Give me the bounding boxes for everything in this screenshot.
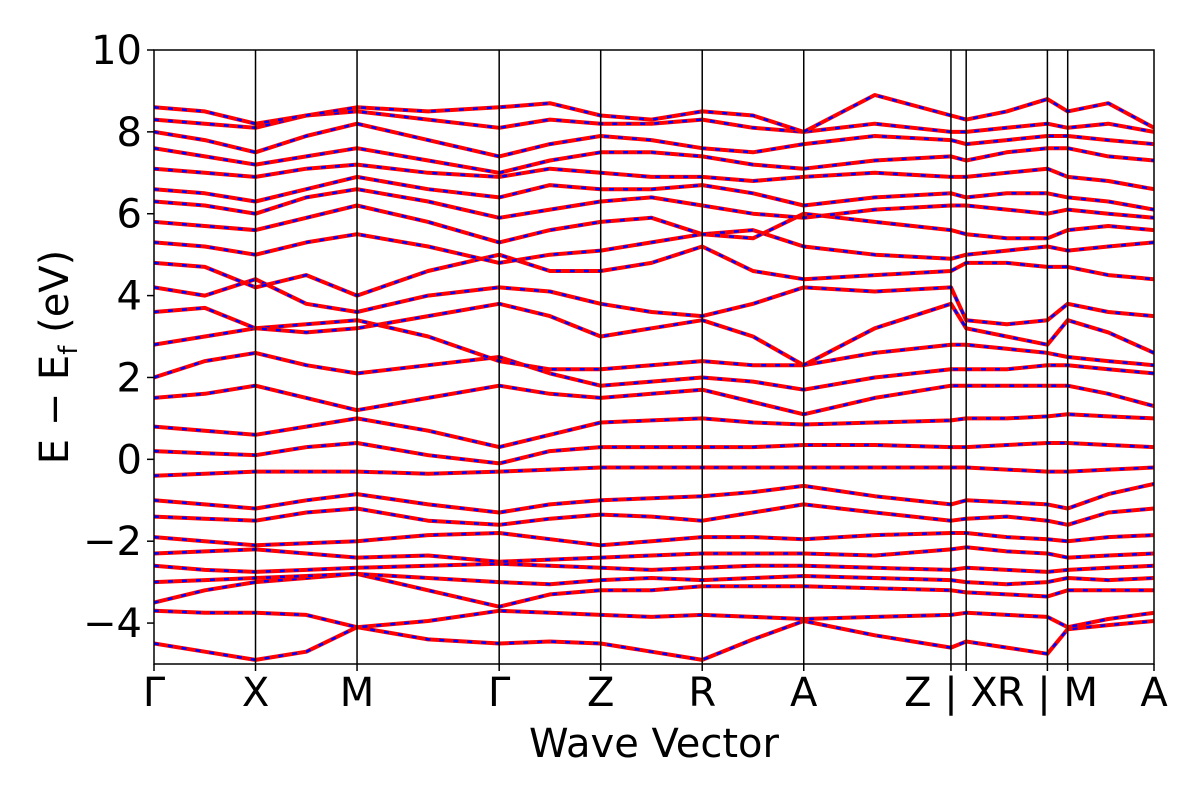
y-tick-label-6: 8 bbox=[117, 110, 142, 156]
band-line-overlay-20 bbox=[154, 187, 1154, 220]
x-tick-label-1: X bbox=[242, 670, 269, 716]
x-tick-label-11: A bbox=[1140, 670, 1168, 716]
y-tick-label-7: 10 bbox=[91, 28, 142, 74]
x-tick-label-5: R bbox=[688, 670, 716, 716]
x-axis-label: Wave Vector bbox=[529, 721, 780, 767]
band-line-overlay-23 bbox=[154, 146, 1154, 175]
x-tick-label-4: Z bbox=[587, 670, 614, 716]
y-axis-label-main: E − E bbox=[32, 355, 78, 465]
x-tick-label-3: Γ bbox=[488, 670, 511, 716]
y-axis-label-tail: (eV) bbox=[32, 250, 78, 346]
band-line-overlay-18 bbox=[154, 228, 1154, 265]
band-line-overlay-12 bbox=[154, 384, 1154, 416]
high-symmetry-lines bbox=[254, 50, 1069, 664]
y-axis-label: E − Ef (eV) bbox=[32, 250, 84, 465]
band-line-overlay-11 bbox=[154, 413, 1154, 449]
y-tick-label-5: 6 bbox=[117, 192, 142, 238]
x-tick-label-0: Γ bbox=[143, 670, 166, 716]
y-axis-ticks: −4 −2 0 2 4 6 8 10 bbox=[83, 28, 154, 647]
x-tick-label-2: M bbox=[340, 670, 375, 716]
y-tick-label-0: −4 bbox=[83, 601, 142, 647]
y-tick-label-4: 4 bbox=[117, 274, 142, 320]
y-axis-label-sub: f bbox=[54, 345, 84, 355]
band-line-overlay-21 bbox=[154, 175, 1154, 211]
y-tick-label-1: −2 bbox=[83, 519, 142, 565]
plot-frame bbox=[153, 49, 1155, 665]
x-tick-label-6: A bbox=[790, 670, 818, 716]
x-tick-label-7: Z | X bbox=[904, 670, 998, 716]
y-tick-label-3: 2 bbox=[117, 355, 142, 401]
x-axis-ticks: Γ X M Γ Z R A Z | XR | M A bbox=[143, 664, 1168, 716]
x-tick-label-9: R | M bbox=[997, 670, 1098, 716]
band-line-overlay-10 bbox=[154, 441, 1154, 465]
band-line-overlay-26 bbox=[154, 93, 1154, 134]
band-line-overlay-14 bbox=[154, 318, 1154, 371]
band-line-overlay-8 bbox=[154, 482, 1154, 514]
y-tick-label-2: 0 bbox=[117, 437, 142, 483]
